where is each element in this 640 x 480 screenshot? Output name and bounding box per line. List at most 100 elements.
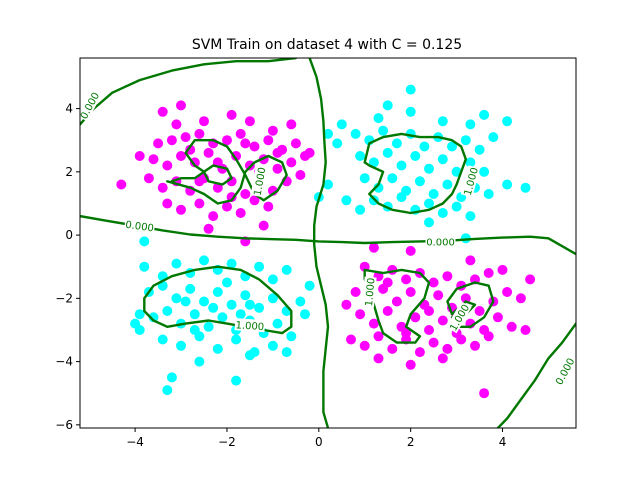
data-point	[336, 119, 347, 130]
data-point	[199, 116, 209, 127]
data-point	[405, 287, 416, 297]
data-point	[162, 385, 173, 396]
data-point	[465, 211, 476, 222]
contour-line-boundary	[308, 58, 330, 428]
x-tick-label: 0	[315, 435, 323, 449]
data-point	[456, 334, 467, 345]
data-point	[194, 356, 205, 367]
contour-label: 0.000	[124, 217, 156, 235]
data-point	[212, 287, 223, 297]
data-point	[396, 192, 407, 203]
data-point	[189, 325, 200, 335]
data-point	[176, 100, 186, 111]
data-point	[424, 198, 434, 209]
data-point	[382, 306, 393, 316]
data-point	[502, 179, 513, 190]
data-point	[286, 157, 297, 168]
data-point	[460, 135, 471, 146]
data-point	[483, 189, 494, 199]
data-point	[355, 309, 366, 320]
data-point	[203, 321, 214, 332]
data-point	[130, 318, 141, 329]
y-tick-label: 2	[65, 165, 73, 179]
data-point	[254, 302, 265, 313]
data-point	[405, 245, 416, 256]
data-point	[300, 309, 310, 320]
data-point	[166, 372, 177, 383]
y-tick-label: −6	[55, 418, 73, 432]
data-point	[401, 274, 412, 285]
data-point	[465, 255, 476, 266]
data-point	[391, 138, 402, 149]
contour-label-text: 1.000	[235, 320, 264, 333]
data-point	[465, 157, 476, 168]
data-point	[148, 154, 159, 165]
data-point	[323, 179, 333, 190]
data-point	[286, 119, 297, 130]
data-point	[157, 182, 168, 193]
data-point	[222, 277, 232, 288]
data-point	[267, 340, 278, 351]
data-point	[447, 141, 457, 152]
data-point	[442, 179, 453, 190]
data-point	[244, 350, 255, 361]
data-point	[203, 147, 214, 158]
data-point	[437, 353, 448, 364]
data-point	[346, 334, 356, 345]
data-point	[341, 195, 352, 206]
data-point	[525, 274, 536, 285]
data-point	[212, 343, 223, 354]
data-point	[332, 138, 343, 149]
data-point	[157, 334, 168, 345]
data-point	[428, 189, 439, 199]
data-point	[226, 299, 237, 310]
data-point	[401, 328, 412, 339]
data-point	[235, 309, 246, 320]
data-point	[488, 132, 499, 143]
data-point	[391, 296, 402, 307]
decision-contours	[80, 58, 576, 428]
data-point	[368, 242, 379, 253]
x-tick-label: −2	[218, 435, 236, 449]
contour-label-text: 0.000	[125, 220, 155, 235]
contour-line-boundary	[80, 214, 576, 256]
data-point	[286, 331, 297, 342]
data-point	[465, 119, 476, 130]
contour-label: 0.000	[425, 235, 456, 248]
data-point	[194, 176, 205, 187]
data-point	[180, 296, 191, 307]
data-point	[506, 321, 517, 332]
data-point	[222, 135, 232, 146]
data-point	[263, 201, 274, 212]
data-point	[373, 353, 384, 364]
data-point	[226, 109, 237, 120]
data-point	[244, 116, 255, 127]
data-point	[474, 306, 485, 316]
data-point	[194, 198, 205, 209]
data-point	[171, 293, 182, 304]
data-point	[153, 138, 164, 149]
data-point	[162, 306, 173, 316]
x-axis: −4 −2 0 2 4	[126, 428, 506, 449]
data-point	[166, 135, 177, 146]
data-point	[497, 264, 508, 275]
y-tick-label: −4	[55, 355, 73, 369]
data-point	[162, 198, 173, 209]
chart-title: SVM Train on dataset 4 with C = 0.125	[192, 37, 462, 53]
data-point	[373, 182, 384, 193]
data-point	[272, 163, 283, 174]
data-point	[405, 106, 416, 117]
data-point	[437, 154, 448, 165]
data-point	[442, 343, 453, 354]
data-point	[424, 306, 434, 316]
data-point	[139, 236, 150, 247]
data-point	[520, 325, 531, 335]
data-point	[139, 261, 150, 272]
contour-label-background	[362, 276, 377, 308]
data-point	[295, 170, 306, 180]
data-point	[479, 166, 490, 177]
data-point	[382, 147, 393, 158]
data-point	[272, 147, 283, 158]
contour-label-background	[425, 235, 456, 248]
